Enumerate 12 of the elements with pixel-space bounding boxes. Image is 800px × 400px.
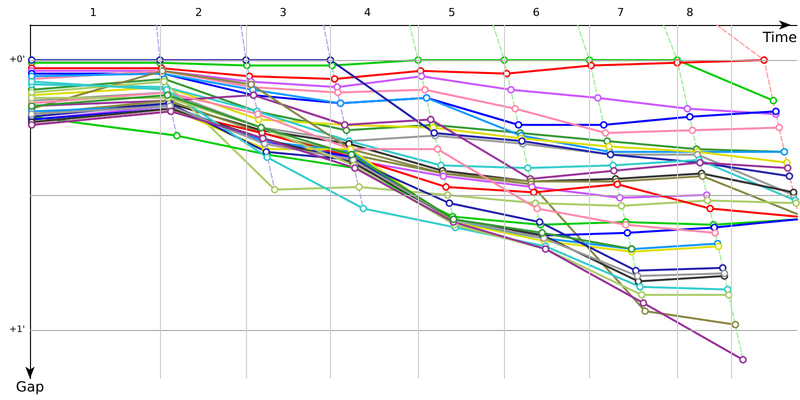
y-tick-label: +0': [9, 55, 25, 66]
x-tick-label: 2: [195, 6, 202, 19]
y-axis-title: Gap: [16, 380, 44, 396]
x-tick-label: 3: [280, 6, 287, 19]
x-tick-label: 1: [90, 6, 97, 19]
y-tick-label: +1': [9, 325, 25, 336]
x-tick-label: 4: [364, 6, 372, 19]
x-tick-label: 6: [532, 6, 540, 19]
x-tick-label: 8: [686, 6, 694, 19]
x-tick-label: 7: [617, 6, 624, 19]
x-tick-label: 5: [448, 6, 456, 19]
x-axis-title: Time: [762, 30, 797, 46]
